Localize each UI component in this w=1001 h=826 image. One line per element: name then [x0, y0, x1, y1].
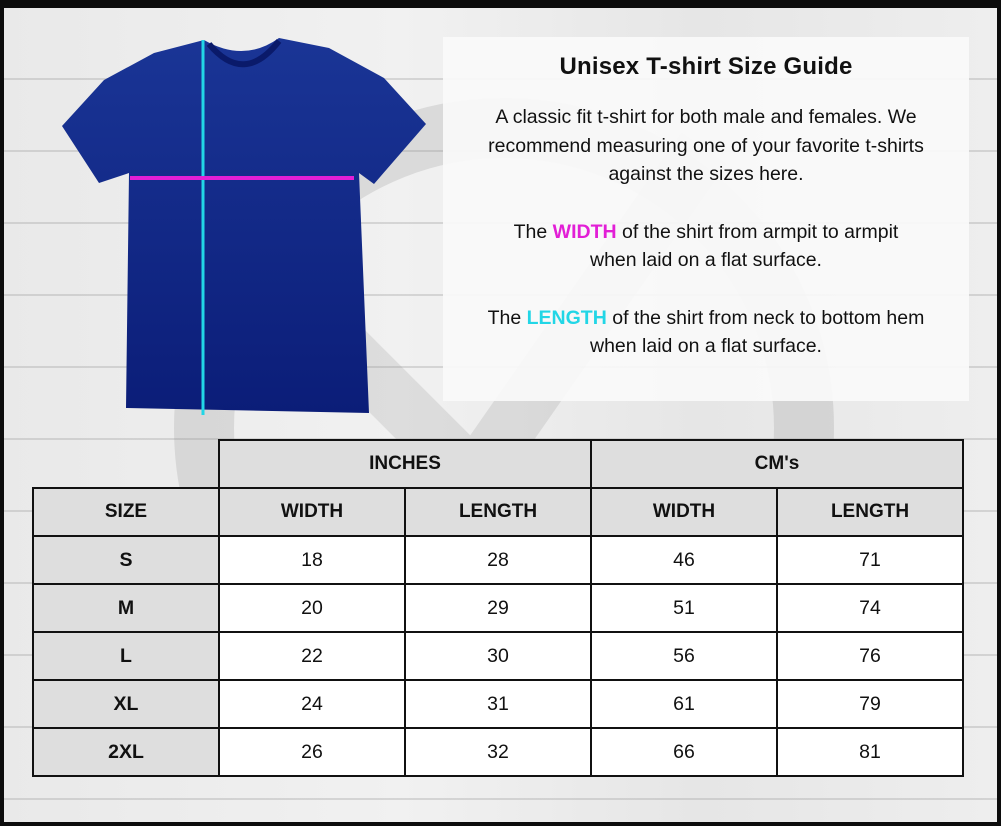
- cell-length-in: 31: [404, 679, 592, 729]
- size-guide-canvas: Unisex T-shirt Size Guide A classic fit …: [4, 8, 997, 822]
- cell-size: S: [32, 535, 220, 585]
- empty-cell: [33, 440, 219, 488]
- header-width-cm: WIDTH: [590, 487, 778, 537]
- table-row: L 22 30 56 76: [32, 631, 964, 681]
- info-panel: Unisex T-shirt Size Guide A classic fit …: [443, 37, 969, 401]
- cell-width-cm: 51: [590, 583, 778, 633]
- table-row: S 18 28 46 71: [32, 535, 964, 585]
- text: of the shirt from armpit to armpit: [616, 220, 899, 243]
- cell-width-in: 26: [218, 727, 406, 777]
- tshirt-illustration: [62, 38, 426, 415]
- cell-size: M: [32, 583, 220, 633]
- cell-width-in: 20: [218, 583, 406, 633]
- cell-width-cm: 46: [590, 535, 778, 585]
- group-cms: CM's: [590, 439, 964, 489]
- width-note: The WIDTH of the shirt from armpit to ar…: [443, 218, 969, 247]
- cell-length-cm: 71: [776, 535, 964, 585]
- length-note: The LENGTH of the shirt from neck to bot…: [443, 304, 969, 333]
- cell-length-cm: 74: [776, 583, 964, 633]
- cell-width-cm: 61: [590, 679, 778, 729]
- table-row: XL 24 31 61 79: [32, 679, 964, 729]
- header-length-cm: LENGTH: [776, 487, 964, 537]
- cell-length-cm: 76: [776, 631, 964, 681]
- cell-length-in: 32: [404, 727, 592, 777]
- group-inches: INCHES: [218, 439, 592, 489]
- header-length-in: LENGTH: [404, 487, 592, 537]
- column-header-row: SIZE WIDTH LENGTH WIDTH LENGTH: [32, 487, 964, 537]
- cell-width-in: 24: [218, 679, 406, 729]
- intro-line: A classic fit t-shirt for both male and …: [495, 106, 917, 128]
- text: The: [487, 306, 527, 329]
- cell-length-in: 29: [404, 583, 592, 633]
- cell-length-in: 28: [404, 535, 592, 585]
- width-note-line2: when laid on a flat surface.: [590, 249, 822, 271]
- length-keyword: LENGTH: [526, 306, 607, 329]
- size-table: INCHES CM's SIZE WIDTH LENGTH WIDTH LENG…: [32, 439, 964, 777]
- cell-size: L: [32, 631, 220, 681]
- cell-length-in: 30: [404, 631, 592, 681]
- header-size: SIZE: [32, 487, 220, 537]
- intro-line: against the sizes here.: [608, 163, 804, 185]
- length-note-line2: when laid on a flat surface.: [590, 335, 822, 357]
- cell-width-in: 22: [218, 631, 406, 681]
- text: of the shirt from neck to bottom hem: [606, 306, 925, 329]
- cell-size: 2XL: [32, 727, 220, 777]
- width-keyword: WIDTH: [552, 220, 617, 243]
- cell-length-cm: 79: [776, 679, 964, 729]
- intro-line: recommend measuring one of your favorite…: [488, 134, 924, 157]
- page-title: Unisex T-shirt Size Guide: [559, 53, 853, 80]
- tshirt-body: [62, 38, 426, 413]
- table-row: M 20 29 51 74: [32, 583, 964, 633]
- group-header-row: INCHES CM's: [33, 439, 964, 489]
- cell-size: XL: [32, 679, 220, 729]
- table-row: 2XL 26 32 66 81: [32, 727, 964, 777]
- header-width-in: WIDTH: [218, 487, 406, 537]
- cell-width-in: 18: [218, 535, 406, 585]
- cell-length-cm: 81: [776, 727, 964, 777]
- text: The: [513, 220, 553, 243]
- cell-width-cm: 66: [590, 727, 778, 777]
- cell-width-cm: 56: [590, 631, 778, 681]
